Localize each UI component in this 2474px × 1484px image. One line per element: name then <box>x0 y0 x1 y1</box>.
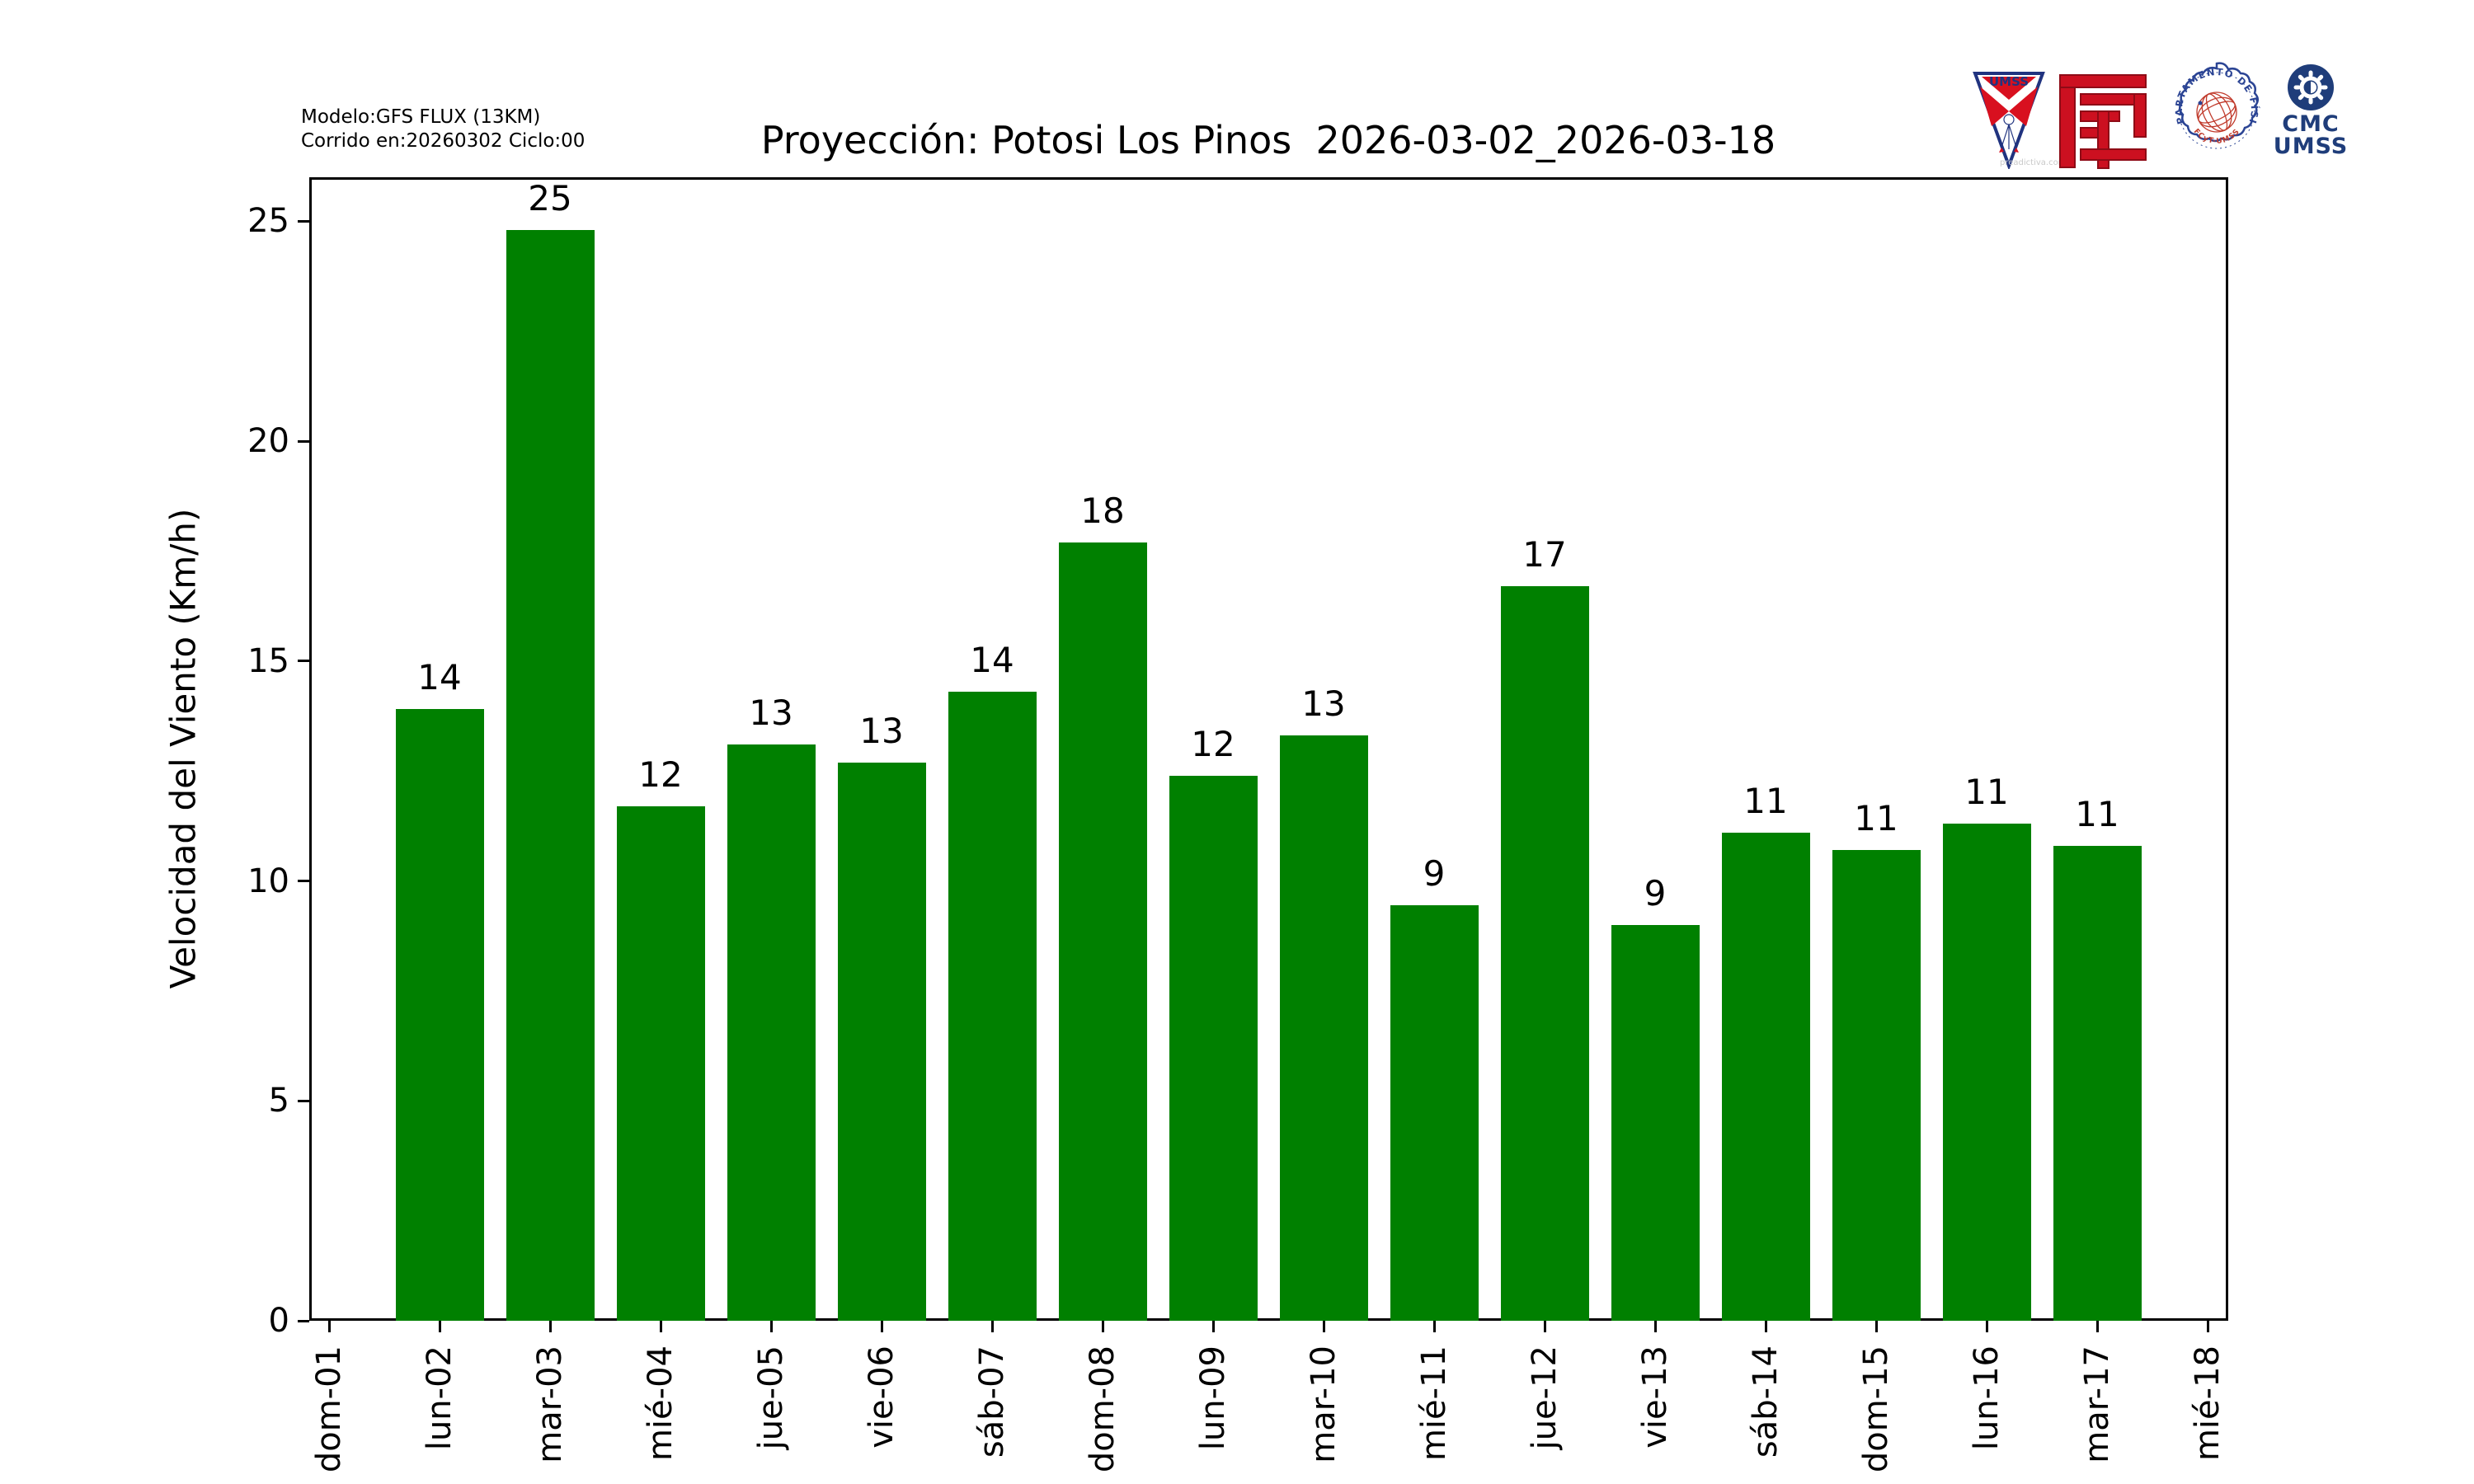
bar <box>727 744 816 1321</box>
x-tick-label: dom-01 <box>310 1345 348 1473</box>
y-tick <box>298 1099 309 1102</box>
bar-value-label: 9 <box>1644 872 1667 913</box>
bar <box>948 692 1037 1321</box>
bar <box>2053 845 2142 1321</box>
bar <box>616 805 705 1321</box>
bar <box>1279 735 1368 1321</box>
x-tick-label: mié-18 <box>2189 1345 2227 1462</box>
x-tick <box>1432 1321 1436 1332</box>
y-tick-label: 15 <box>247 641 289 680</box>
x-tick-label: vie-06 <box>863 1345 901 1449</box>
y-tick-label: 20 <box>247 422 289 461</box>
x-tick-label: jue-12 <box>1526 1345 1564 1450</box>
umss-shield-text: UMSS <box>1989 74 2029 89</box>
y-tick <box>298 439 309 443</box>
x-tick <box>1101 1321 1104 1332</box>
seal-globe <box>2196 92 2237 133</box>
bar <box>1390 904 1479 1321</box>
bar-value-label: 18 <box>1080 490 1125 531</box>
bar <box>1721 832 1810 1321</box>
cmc-text-line1: CMC <box>2282 111 2340 137</box>
bar-value-label: 13 <box>1301 683 1346 725</box>
bar-value-label: 11 <box>1854 798 1898 839</box>
x-tick-label: vie-13 <box>1636 1345 1674 1449</box>
bar <box>395 709 484 1321</box>
x-tick-label: lun-02 <box>421 1345 459 1451</box>
bar <box>1500 586 1589 1321</box>
x-tick <box>548 1321 552 1332</box>
x-tick <box>2095 1321 2099 1332</box>
x-tick <box>1211 1321 1215 1332</box>
x-tick <box>990 1321 994 1332</box>
y-tick-label: 25 <box>247 202 289 241</box>
y-tick <box>298 660 309 663</box>
bar-value-label: 12 <box>638 754 683 795</box>
x-tick <box>438 1321 441 1332</box>
umss-shield-logo: UMSS <box>1973 72 2045 169</box>
model-line1: Modelo:GFS FLUX (13KM) <box>301 106 541 128</box>
x-tick-label: lun-16 <box>1968 1345 2006 1451</box>
bar-value-label: 9 <box>1423 852 1446 894</box>
cmc-gear-icon <box>2293 70 2328 105</box>
chart-title: Proyección: Potosi Los Pinos 2026-03-02_… <box>760 118 1776 162</box>
x-tick-label: dom-15 <box>1857 1345 1895 1473</box>
umss-shield-emblem <box>1999 114 2019 153</box>
cmc-logo: CMC UMSS <box>2274 64 2348 159</box>
y-tick-label: 10 <box>247 862 289 900</box>
x-tick <box>1543 1321 1546 1332</box>
fisica-seal-logo: DEPARTAMENTO DE FÍSICA FCyT-UMSS <box>2167 60 2260 149</box>
bar-value-label: 11 <box>2075 793 2119 834</box>
x-tick-label: mar-17 <box>2078 1345 2116 1463</box>
bar <box>506 230 595 1321</box>
bar-value-label: 14 <box>970 640 1014 681</box>
x-tick <box>1764 1321 1767 1332</box>
model-info: Modelo:GFS FLUX (13KM) Corrido en:2026030… <box>301 106 585 153</box>
bar-value-label: 13 <box>749 693 793 734</box>
umss-logo-watermark: preadictiva.com <box>2000 158 2067 167</box>
cmc-text-line2: UMSS <box>2274 134 2348 159</box>
x-tick-label: sáb-14 <box>1747 1345 1785 1458</box>
x-tick-label: sáb-07 <box>973 1345 1011 1458</box>
x-tick-label: mar-03 <box>531 1345 569 1463</box>
bar-value-label: 13 <box>859 710 904 751</box>
bar-value-label: 11 <box>1964 772 2009 813</box>
bar <box>1942 824 2031 1321</box>
plot-area <box>309 177 2228 1321</box>
model-line2: Corrido en:20260302 Ciclo:00 <box>301 130 586 152</box>
bar-value-label: 25 <box>528 178 572 218</box>
x-tick-label: dom-08 <box>1084 1345 1122 1473</box>
x-tick-label: mié-11 <box>1415 1345 1453 1462</box>
fcyt-logo <box>2059 74 2147 169</box>
x-tick <box>2206 1321 2209 1332</box>
y-tick-label: 0 <box>268 1302 289 1340</box>
x-tick <box>659 1321 662 1332</box>
bar <box>1058 542 1147 1321</box>
bar-value-label: 14 <box>417 657 462 698</box>
y-tick-label: 5 <box>268 1082 289 1120</box>
bar <box>1611 924 1700 1321</box>
y-tick <box>298 219 309 223</box>
x-tick <box>1653 1321 1657 1332</box>
y-tick <box>298 1319 309 1322</box>
bar <box>837 762 926 1321</box>
y-tick <box>298 880 309 883</box>
x-tick <box>1322 1321 1325 1332</box>
x-tick <box>769 1321 773 1332</box>
x-tick-label: mar-10 <box>1305 1345 1343 1463</box>
bar-value-label: 11 <box>1743 780 1788 821</box>
bar-value-label: 17 <box>1522 534 1567 575</box>
x-tick <box>1985 1321 1988 1332</box>
bar <box>1832 850 1921 1321</box>
bar-value-label: 12 <box>1191 723 1235 764</box>
x-tick-label: mié-04 <box>642 1345 680 1462</box>
x-tick <box>1874 1321 1878 1332</box>
x-tick <box>327 1321 331 1332</box>
x-tick <box>880 1321 883 1332</box>
y-axis-title: Velocidad del Viento (Km/h) <box>162 508 204 989</box>
x-tick-label: jue-05 <box>752 1345 790 1450</box>
bar <box>1169 775 1258 1321</box>
x-tick-label: lun-09 <box>1194 1345 1232 1451</box>
